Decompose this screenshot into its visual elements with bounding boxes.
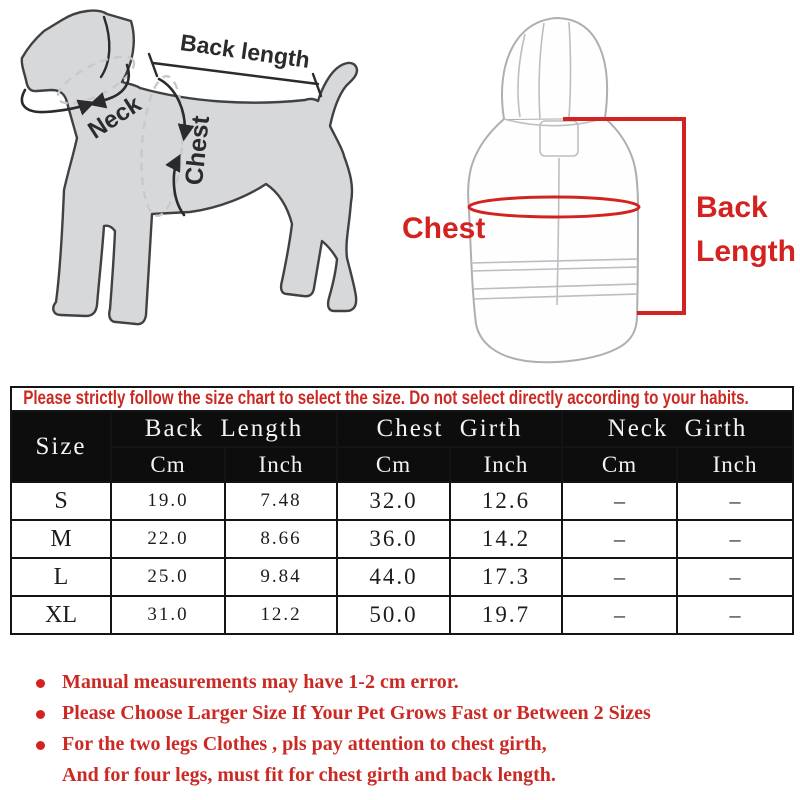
- unit-header-back-length-cm: Cm: [110, 446, 226, 483]
- unit-header-neck-girth-cm: Cm: [561, 446, 678, 483]
- reflective-stripe-bottom: [472, 283, 638, 300]
- table-cell: –: [561, 595, 678, 635]
- size-cell: L: [10, 557, 112, 597]
- column-header-neck-girth: Neck Girth: [560, 410, 795, 448]
- note-item: Manual measurements may have 1-2 cm erro…: [36, 672, 776, 692]
- table-row-size-xl: XL 31.0 12.2 50.0 19.7 – –: [10, 595, 795, 635]
- column-header-chest-girth: Chest Girth: [336, 410, 563, 448]
- size-warning-cell: Please strictly follow the size chart to…: [9, 386, 795, 412]
- garment-back-length-line2: Length: [696, 235, 796, 268]
- note-text: And for four legs, must fit for chest gi…: [62, 764, 556, 786]
- table-unit-header-row: Cm Inch Cm Inch Cm Inch: [11, 446, 795, 483]
- table-cell: 22.0: [110, 519, 226, 559]
- table-cell: 19.0: [110, 481, 226, 521]
- table-warning-row: Please strictly follow the size chart to…: [9, 386, 795, 412]
- unit-header-neck-girth-inch: Inch: [675, 446, 795, 483]
- table-cell: 8.66: [224, 519, 338, 559]
- note-item: Please Choose Larger Size If Your Pet Gr…: [36, 703, 776, 723]
- garment-diagram-canvas: [467, 16, 686, 364]
- back-length-tick-right: [311, 72, 323, 98]
- garment-back-length-line1: Back: [696, 191, 768, 224]
- note-text: Please Choose Larger Size If Your Pet Gr…: [62, 702, 651, 724]
- table-cell: –: [675, 481, 795, 521]
- notes-section: Manual measurements may have 1-2 cm erro…: [36, 672, 776, 796]
- table-cell: 25.0: [110, 557, 226, 597]
- note-item-continuation: And for four legs, must fit for chest gi…: [36, 765, 776, 785]
- garment-body-outline: [467, 116, 640, 364]
- chest-girth-red-ellipse: [467, 195, 641, 219]
- table-cell: –: [561, 519, 678, 559]
- table-cell: 14.2: [449, 519, 563, 559]
- chest-girth-dashed-ellipse: [140, 74, 184, 218]
- table-cell: 7.48: [224, 481, 338, 521]
- note-text: Manual measurements may have 1-2 cm erro…: [62, 671, 459, 693]
- neck-arrow-left: [88, 63, 131, 109]
- table-cell: 17.3: [449, 557, 563, 597]
- table-cell: –: [561, 481, 678, 521]
- table-cell: 12.2: [224, 595, 338, 635]
- table-cell: 12.6: [449, 481, 563, 521]
- table-cell: 31.0: [110, 595, 226, 635]
- table-row-size-m: M 22.0 8.66 36.0 14.2 – –: [10, 519, 795, 559]
- bullet-icon: [36, 679, 45, 688]
- table-cell: 36.0: [336, 519, 451, 559]
- column-header-back-length: Back Length: [110, 410, 338, 448]
- back-length-tick-left: [147, 52, 159, 78]
- dog-measurement-diagram: Back length Neck Chest: [0, 0, 400, 380]
- table-cell: 32.0: [336, 481, 451, 521]
- table-cell: –: [675, 519, 795, 559]
- chest-arrow-up: [165, 154, 186, 217]
- hood-fold-line-2: [568, 21, 572, 119]
- note-text: For the two legs Clothes , pls pay atten…: [62, 733, 547, 755]
- dog-silhouette: [20, 9, 359, 326]
- table-cell: –: [561, 557, 678, 597]
- table-cell: 19.7: [449, 595, 563, 635]
- column-header-size: Size: [10, 410, 112, 483]
- garment-measurement-diagram: [400, 0, 800, 380]
- back-length-bracket: [563, 117, 686, 315]
- table-cell: 44.0: [336, 557, 451, 597]
- garment-chest-label: Chest: [402, 212, 486, 245]
- size-warning-text: Please strictly follow the size chart to…: [23, 388, 749, 409]
- table-cell: –: [675, 557, 795, 597]
- hood-fold-line-1: [538, 22, 545, 120]
- size-table: Please strictly follow the size chart to…: [9, 386, 795, 635]
- bullet-icon: [36, 710, 45, 719]
- bullet-icon: [36, 741, 45, 750]
- size-cell: XL: [10, 595, 112, 635]
- table-cell: –: [675, 595, 795, 635]
- neck-arrow-right: [20, 88, 96, 116]
- size-cell: S: [10, 481, 112, 521]
- hood-fold-line-3: [517, 33, 526, 118]
- unit-header-back-length-inch: Inch: [224, 446, 338, 483]
- unit-header-chest-girth-inch: Inch: [449, 446, 563, 483]
- table-cell: 50.0: [336, 595, 451, 635]
- dog-diagram-canvas: [20, 9, 359, 326]
- table-cell: 9.84: [224, 557, 338, 597]
- size-cell: M: [10, 519, 112, 559]
- reflective-stripe-top: [470, 258, 638, 272]
- table-group-header-row: Size Back Length Chest Girth Neck Girth: [10, 410, 795, 483]
- hood-toggle: [539, 120, 579, 157]
- back-length-measure-line: [151, 61, 320, 86]
- front-placket-line: [556, 157, 560, 306]
- garment-back-length-label: Back Length: [696, 186, 796, 274]
- dog-ear-line: [99, 15, 111, 79]
- chest-arrow-down: [157, 77, 195, 142]
- unit-header-chest-girth-cm: Cm: [336, 446, 451, 483]
- table-row-size-s: S 19.0 7.48 32.0 12.6 – –: [10, 481, 795, 521]
- table-row-size-l: L 25.0 9.84 44.0 17.3 – –: [10, 557, 795, 597]
- note-item: For the two legs Clothes , pls pay atten…: [36, 734, 776, 754]
- garment-hood-outline: [501, 16, 609, 120]
